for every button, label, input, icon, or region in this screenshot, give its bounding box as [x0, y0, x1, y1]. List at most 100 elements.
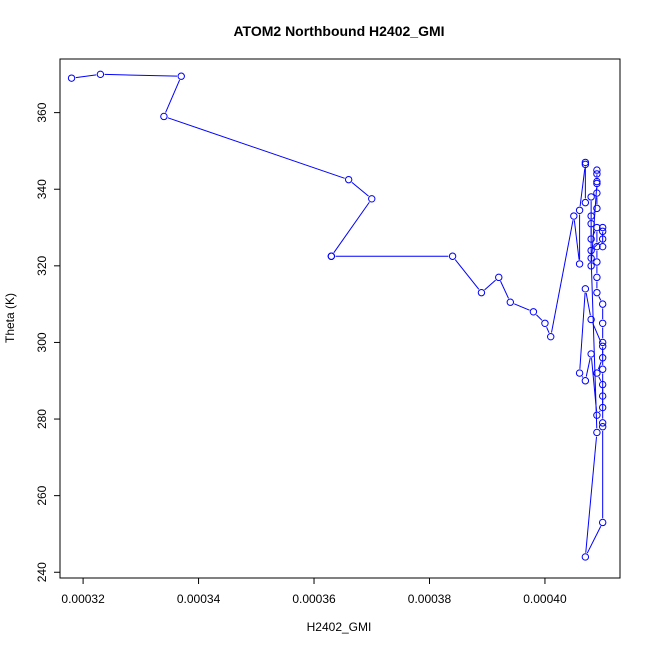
- data-point: [581, 377, 590, 385]
- data-point: [593, 428, 601, 437]
- x-tick-label: 0.00036: [292, 592, 336, 606]
- y-axis-label: Theta (K): [3, 293, 17, 343]
- data-point: [598, 223, 607, 232]
- series-line-segment: [585, 357, 591, 377]
- plot-frame: [59, 58, 621, 579]
- data-point: [581, 158, 590, 167]
- data-point: [598, 242, 607, 251]
- series-line-segment: [500, 280, 509, 299]
- data-point: [177, 72, 185, 80]
- data-point: [581, 285, 590, 293]
- series-line-segment: [454, 259, 480, 290]
- series-line-segment: [536, 314, 543, 321]
- y-tick-label: 260: [35, 485, 49, 505]
- y-axis: 240 260 280 300 320 340 360: [35, 102, 60, 582]
- data-point: [598, 380, 607, 389]
- data-point: [529, 308, 538, 316]
- data-point: [598, 227, 607, 236]
- series-line-segment: [593, 241, 601, 248]
- data-point: [598, 403, 607, 412]
- x-axis: 0.00032 0.00034 0.00036 0.00038 0.00040: [61, 578, 567, 606]
- data-point: [547, 332, 555, 341]
- data-point: [593, 177, 601, 186]
- data-point: [570, 212, 578, 220]
- data-point: [593, 411, 601, 419]
- data-point: [598, 419, 607, 427]
- x-tick-label: 0.00032: [61, 592, 105, 606]
- series-line-segment: [597, 361, 602, 370]
- data-point: [593, 223, 601, 232]
- data-point: [581, 553, 590, 561]
- data-point: [593, 369, 601, 377]
- data-point: [598, 300, 607, 308]
- data-point: [448, 252, 457, 260]
- x-tick-label: 0.00040: [523, 592, 567, 606]
- data-point: [598, 365, 607, 373]
- series-line-segment: [598, 296, 602, 301]
- data-point: [598, 338, 607, 347]
- data-point: [327, 252, 336, 260]
- data-point: [593, 204, 601, 213]
- series-line-segment: [351, 181, 369, 197]
- data-point: [495, 273, 503, 282]
- series-line-segment: [598, 376, 602, 382]
- series-line-segment: [513, 303, 530, 311]
- data-point: [587, 212, 595, 220]
- data-point: [587, 220, 595, 228]
- data-point: [593, 258, 601, 266]
- series-line-segment: [484, 279, 496, 291]
- data-point: [587, 193, 595, 201]
- data-point: [477, 288, 486, 297]
- series-line-segment: [592, 323, 602, 343]
- y-tick-label: 320: [35, 256, 49, 276]
- data-point: [587, 350, 595, 358]
- x-tick-label: 0.00034: [177, 592, 221, 606]
- data-point: [598, 518, 607, 527]
- y-tick-label: 280: [35, 409, 49, 429]
- data-point: [593, 288, 601, 297]
- data-point: [581, 160, 590, 169]
- series-line-segment: [590, 262, 598, 429]
- y-tick-label: 360: [35, 102, 49, 122]
- data-point: [593, 273, 601, 282]
- data-point: [587, 235, 595, 243]
- x-tick-label: 0.00038: [408, 592, 452, 606]
- series-line-segment: [104, 73, 178, 77]
- series-line-segment: [167, 117, 345, 179]
- data-point: [593, 242, 601, 251]
- data-point: [587, 246, 595, 255]
- series-line-segment: [593, 211, 595, 213]
- data-point: [598, 342, 607, 350]
- data-point: [598, 354, 607, 362]
- data-point: [160, 112, 168, 121]
- data-point: [96, 70, 105, 79]
- series-layer: [67, 70, 607, 561]
- series-line-segment: [551, 220, 574, 333]
- x-axis-label: H2402_GMI: [307, 620, 372, 634]
- data-point: [593, 179, 601, 188]
- series-line-segment: [573, 220, 580, 260]
- data-point: [575, 206, 584, 214]
- series-line-segment: [592, 231, 596, 236]
- series-line-segment: [579, 168, 586, 207]
- data-point: [581, 198, 590, 207]
- series-line-segment: [579, 292, 586, 369]
- data-point: [598, 319, 607, 327]
- data-point: [575, 260, 584, 268]
- series-line-segment: [599, 410, 601, 413]
- data-point: [368, 195, 376, 203]
- data-point: [593, 189, 601, 197]
- data-point: [587, 262, 595, 270]
- data-point: [587, 315, 595, 324]
- series-line-segment: [586, 525, 602, 554]
- series-line-segment: [546, 326, 550, 334]
- data-point: [598, 392, 607, 400]
- series-line-segment: [585, 292, 591, 316]
- data-point: [541, 319, 549, 327]
- data-point: [593, 170, 601, 178]
- series-line-segment: [75, 74, 97, 79]
- data-point: [593, 166, 601, 174]
- y-tick-label: 340: [35, 179, 49, 199]
